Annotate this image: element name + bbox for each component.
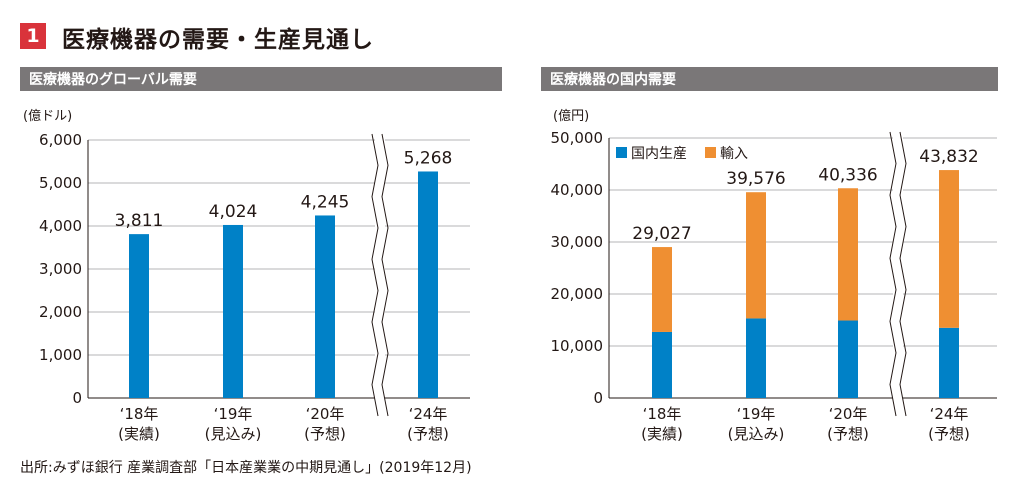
data-label: 5,268 [404, 148, 453, 168]
y-tick-label: 0 [593, 389, 603, 407]
x-tick-note: (実績) [118, 425, 160, 443]
bar [129, 234, 149, 398]
y-tick-label: 4,000 [39, 217, 82, 235]
axis-break-line [371, 133, 379, 417]
data-label: 39,576 [726, 169, 785, 189]
y-tick-label: 6,000 [39, 131, 82, 149]
global-unit-label: (億ドル) [23, 109, 73, 124]
axis-break-line [381, 133, 389, 417]
source-note: 出所:みずほ銀行 産業調査部「日本産業業の中期見通し」(2019年12月) [20, 460, 472, 476]
bar-import [652, 247, 672, 332]
y-tick-label: 10,000 [551, 337, 604, 355]
x-tick-label: ‘24年 [409, 405, 448, 423]
bar-domestic [939, 327, 959, 398]
data-label: 43,832 [919, 147, 978, 167]
x-tick-note: (予想) [304, 425, 346, 443]
axis-break-gap [893, 132, 903, 416]
x-tick-note: (見込み) [728, 425, 785, 443]
data-label: 4,024 [209, 202, 258, 222]
y-tick-label: 3,000 [39, 260, 82, 278]
bar-domestic [652, 331, 672, 398]
legend-label: 国内生産 [631, 146, 687, 162]
global-demand-panel-title: 医療機器のグローバル需要 [20, 67, 502, 91]
x-tick-note: (見込み) [205, 425, 262, 443]
bar [223, 224, 243, 398]
axis-break-line [889, 131, 897, 417]
data-label: 3,811 [115, 211, 164, 231]
y-tick-label: 30,000 [551, 233, 604, 251]
x-tick-label: ‘24年 [930, 405, 969, 423]
x-tick-note: (予想) [407, 425, 449, 443]
data-label: 40,336 [818, 165, 877, 185]
legend-swatch [616, 147, 627, 158]
bar [418, 171, 438, 398]
bar-domestic [746, 318, 766, 398]
bar-import [838, 188, 858, 321]
y-tick-label: 0 [72, 389, 82, 407]
domestic-unit-label: (億円) [553, 109, 590, 124]
axis-break-line [899, 131, 907, 417]
y-tick-label: 20,000 [551, 285, 604, 303]
domestic-demand-panel-title: 医療機器の国内需要 [541, 67, 998, 91]
x-tick-note: (予想) [928, 425, 970, 443]
x-tick-label: ‘19年 [214, 405, 253, 423]
x-tick-label: ‘20年 [829, 405, 868, 423]
y-tick-label: 50,000 [551, 129, 604, 147]
y-tick-label: 40,000 [551, 181, 604, 199]
bar [315, 215, 335, 398]
x-tick-label: ‘18年 [120, 405, 159, 423]
y-tick-label: 2,000 [39, 303, 82, 321]
x-tick-note: (実績) [641, 425, 683, 443]
section-number-badge: 1 [20, 23, 46, 49]
bar-import [746, 192, 766, 319]
y-tick-label: 5,000 [39, 174, 82, 192]
x-tick-label: ‘19年 [737, 405, 776, 423]
axis-break-gap [375, 134, 385, 416]
x-tick-note: (予想) [827, 425, 869, 443]
bar-import [939, 170, 959, 328]
legend-swatch [705, 147, 716, 158]
y-tick-label: 1,000 [39, 346, 82, 364]
page-title: 医療機器の需要・生産見通し [62, 27, 374, 53]
x-tick-label: ‘18年 [643, 405, 682, 423]
legend-label: 輸入 [720, 146, 748, 162]
data-label: 4,245 [301, 192, 350, 212]
x-tick-label: ‘20年 [306, 405, 345, 423]
data-label: 29,027 [632, 224, 691, 244]
bar-domestic [838, 320, 858, 398]
